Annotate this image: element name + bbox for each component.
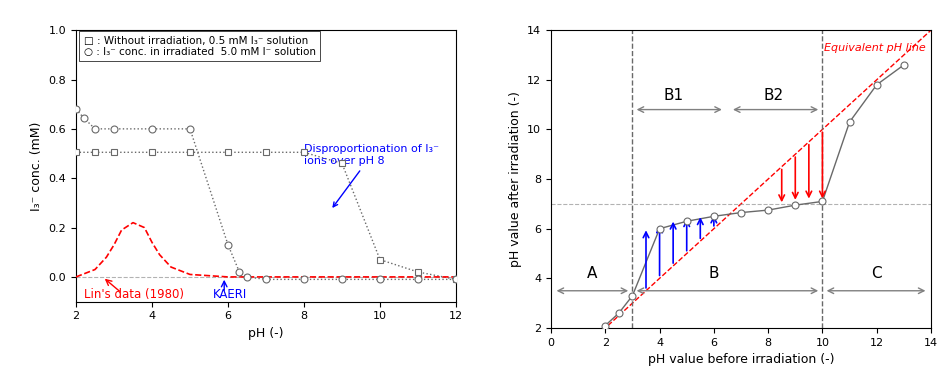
- Text: Equivalent pH line: Equivalent pH line: [824, 43, 925, 52]
- Text: A: A: [586, 267, 597, 281]
- Text: B1: B1: [663, 88, 683, 103]
- X-axis label: pH (-): pH (-): [248, 327, 284, 340]
- Text: □ : Without irradiation, 0.5 mM I₃⁻ solution
○ : I₃⁻ conc. in irradiated  5.0 mM: □ : Without irradiation, 0.5 mM I₃⁻ solu…: [84, 35, 315, 57]
- X-axis label: pH value before irradiation (-): pH value before irradiation (-): [648, 353, 834, 366]
- Y-axis label: pH value after irradiation (-): pH value after irradiation (-): [508, 91, 522, 267]
- Text: KAERI: KAERI: [213, 288, 247, 301]
- Text: C: C: [871, 267, 882, 281]
- Y-axis label: I₃⁻ conc. (mM): I₃⁻ conc. (mM): [30, 121, 43, 211]
- Text: Disproportionation of I₃⁻
ions over pH 8: Disproportionation of I₃⁻ ions over pH 8: [304, 144, 439, 207]
- Text: Lin's data (1980): Lin's data (1980): [84, 288, 183, 301]
- Text: B: B: [709, 267, 719, 281]
- Text: B2: B2: [764, 88, 784, 103]
